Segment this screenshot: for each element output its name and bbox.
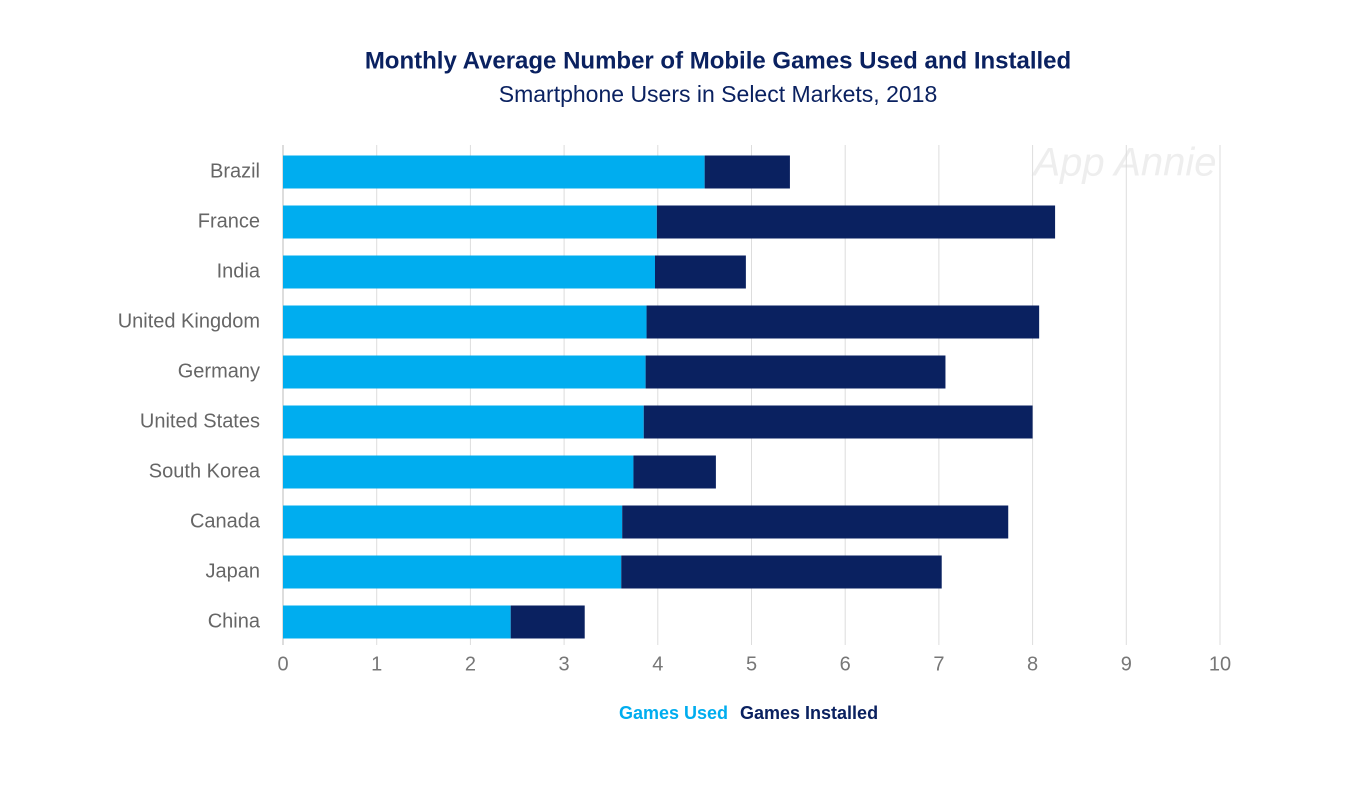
- bar-segment: [283, 605, 511, 639]
- x-tick-label: 6: [840, 653, 851, 675]
- bar-segment: [283, 505, 623, 539]
- y-tick-label: Brazil: [210, 160, 260, 182]
- x-tick-label: 5: [746, 653, 757, 675]
- bar-segment: [654, 255, 746, 289]
- y-tick-label: China: [208, 610, 261, 632]
- chart-subtitle: Smartphone Users in Select Markets, 2018: [499, 81, 937, 107]
- bar-segment: [283, 305, 647, 339]
- bar-segment: [656, 205, 1056, 239]
- x-tick-label: 9: [1121, 653, 1132, 675]
- bar-segment: [283, 205, 657, 239]
- bar-segment: [621, 555, 942, 589]
- y-tick-label: India: [217, 260, 261, 282]
- chart-title: Monthly Average Number of Mobile Games U…: [365, 47, 1071, 74]
- bar-segment: [283, 255, 655, 289]
- watermark: App Annie: [1031, 141, 1216, 185]
- y-tick-label: France: [198, 210, 260, 232]
- x-tick-label: 7: [933, 653, 944, 675]
- bar-segment: [510, 605, 585, 639]
- y-tick-label: Japan: [206, 560, 261, 582]
- y-tick-label: United Kingdom: [118, 310, 260, 332]
- bar-segment: [283, 555, 622, 589]
- x-tick-label: 3: [559, 653, 570, 675]
- bar-segment: [704, 155, 790, 189]
- bar-segment: [283, 405, 644, 439]
- legend-entry: Games Installed: [740, 703, 878, 723]
- y-tick-label: South Korea: [149, 460, 261, 482]
- bar-segment: [645, 355, 946, 389]
- bar-segment: [622, 505, 1009, 539]
- y-tick-label: Germany: [178, 360, 260, 382]
- x-tick-label: 1: [371, 653, 382, 675]
- x-tick-label: 10: [1209, 653, 1231, 675]
- x-tick-label: 4: [652, 653, 663, 675]
- x-tick-label: 8: [1027, 653, 1038, 675]
- bar-segment: [646, 305, 1040, 339]
- x-tick-label: 2: [465, 653, 476, 675]
- bar-segment: [283, 455, 634, 489]
- bar-segment: [643, 405, 1033, 439]
- x-tick-label: 0: [277, 653, 288, 675]
- y-tick-label: United States: [140, 410, 260, 432]
- bar-segment: [283, 155, 705, 189]
- y-tick-label: Canada: [190, 510, 261, 532]
- bar-segment: [633, 455, 716, 489]
- bar-segment: [283, 355, 646, 389]
- legend-entry: Games Used: [619, 703, 728, 723]
